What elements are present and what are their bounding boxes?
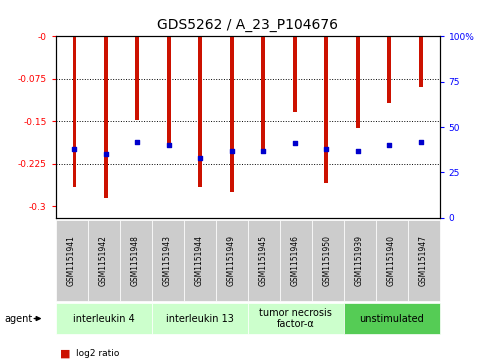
Bar	[356, 36, 359, 128]
Point	[385, 142, 393, 148]
Text: GSM1151943: GSM1151943	[163, 235, 172, 286]
Text: GSM1151939: GSM1151939	[355, 235, 364, 286]
Text: tumor necrosis
factor-α: tumor necrosis factor-α	[259, 308, 332, 329]
Text: GSM1151942: GSM1151942	[99, 235, 108, 286]
Point	[165, 142, 173, 148]
Text: interleukin 4: interleukin 4	[72, 314, 134, 323]
Bar	[419, 36, 423, 87]
Point	[228, 148, 236, 154]
Text: GSM1151944: GSM1151944	[195, 235, 204, 286]
Point	[322, 146, 330, 152]
Text: GSM1151947: GSM1151947	[419, 235, 428, 286]
Text: GSM1151941: GSM1151941	[67, 235, 76, 286]
Bar	[293, 36, 297, 112]
Text: agent: agent	[5, 314, 33, 323]
Text: GSM1151948: GSM1151948	[131, 235, 140, 286]
Point	[71, 146, 78, 152]
Bar	[167, 36, 171, 147]
Text: unstimulated: unstimulated	[359, 314, 424, 323]
Point	[197, 155, 204, 161]
Point	[417, 139, 425, 144]
Text: GSM1151945: GSM1151945	[259, 235, 268, 286]
Text: log2 ratio: log2 ratio	[76, 350, 119, 358]
Bar	[261, 36, 265, 152]
Text: GSM1151949: GSM1151949	[227, 235, 236, 286]
Bar	[325, 36, 328, 183]
Bar	[136, 36, 139, 120]
Bar	[104, 36, 108, 198]
Point	[133, 139, 141, 144]
Bar	[199, 36, 202, 187]
Bar	[72, 36, 76, 187]
Point	[354, 148, 362, 154]
Text: GSM1151946: GSM1151946	[291, 235, 300, 286]
Text: GSM1151950: GSM1151950	[323, 235, 332, 286]
Point	[259, 148, 267, 154]
Bar	[387, 36, 391, 103]
Text: interleukin 13: interleukin 13	[166, 314, 233, 323]
Point	[291, 140, 298, 146]
Text: GSM1151940: GSM1151940	[387, 235, 396, 286]
Text: ■: ■	[60, 349, 71, 359]
Bar	[230, 36, 234, 192]
Point	[102, 151, 110, 157]
Title: GDS5262 / A_23_P104676: GDS5262 / A_23_P104676	[157, 19, 338, 33]
